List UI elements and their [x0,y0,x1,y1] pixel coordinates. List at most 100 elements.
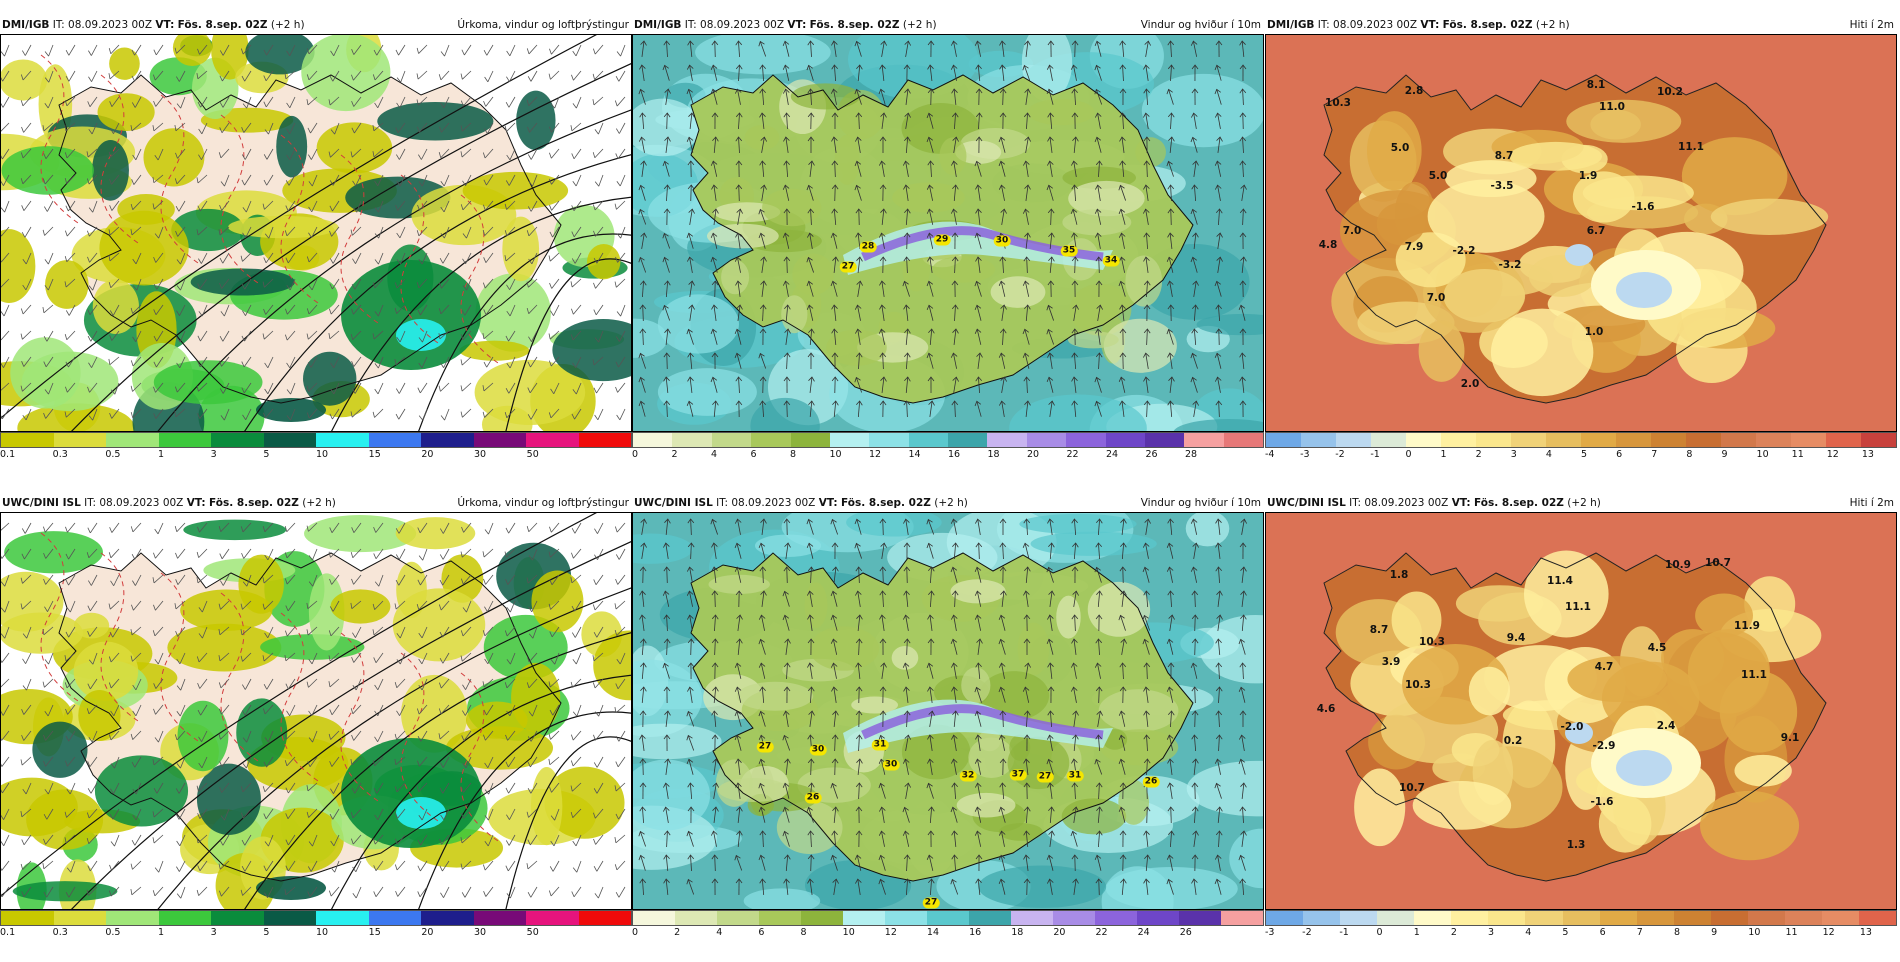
temperature-label: 5.0 [1391,142,1410,154]
legend-tick-label: 3 [211,927,217,938]
precip-patch [276,116,307,177]
gust-label: 26 [805,793,822,804]
legend-swatch [106,433,159,447]
legend-swatch [54,433,107,447]
run-info: UWC/DINI ISL IT: 08.09.2023 00Z VT: Fös.… [2,494,336,512]
gust-label: 30 [994,236,1011,247]
legend-swatch [1224,433,1263,447]
legend-tick-label: 1 [158,449,164,460]
legend-tick-label: 12 [885,927,897,938]
lead-time: (+2 h) [1567,497,1601,509]
legend-tick-label: 30 [474,927,486,938]
legend-swatch [369,911,422,925]
legend-swatch [948,433,987,447]
temperature-label: 10.3 [1419,636,1445,648]
legend-tick-label: 26 [1180,927,1192,938]
init-time: IT: 08.09.2023 00Z [685,19,784,31]
legend-tick-label: 5 [263,449,269,460]
model-name: UWC/DINI ISL [2,497,81,509]
legend-swatch [106,911,159,925]
temperature-label: -3.2 [1499,259,1522,271]
legend-tick-label: 1 [158,927,164,938]
legend-swatch [1184,433,1223,447]
legend-tick-label: 28 [1185,449,1197,460]
legend-tick-label: 10 [316,927,328,938]
valid-time-label: VT: [1452,497,1471,509]
legend-swatch [1027,433,1066,447]
legend-swatch [1340,911,1377,925]
legend-swatch [1266,433,1301,447]
temperature-label: 9.4 [1507,632,1526,644]
precip-patch [317,122,393,173]
model-name: DMI/IGB [634,19,681,31]
legend-tick-label: 10 [1748,927,1760,938]
panel-wind-dmi: DMI/IGB IT: 08.09.2023 00Z VT: Fös. 8.se… [632,16,1264,484]
legend-tick-label: 3 [1511,449,1517,460]
legend-swatch [759,911,801,925]
legend-tick-label: 24 [1138,927,1150,938]
legend-swatch [54,911,107,925]
legend-tick-label: 0.3 [53,449,68,460]
legend-tick-label: 8 [1686,449,1692,460]
legend-swatch [1221,911,1263,925]
legend-tick-label: 2 [1451,927,1457,938]
gust-label: 35 [1061,246,1078,257]
legend-tick-label: 8 [801,927,807,938]
valid-time: Fös. 8.sep. 02Z [1443,19,1533,31]
legend-swatch [526,911,579,925]
panel-wind-uwc: UWC/DINI ISL IT: 08.09.2023 00Z VT: Fös.… [632,494,1264,962]
legend-tick-label: 0.1 [0,927,15,938]
legend-tick-label: 3 [211,449,217,460]
legend-swatch [1826,433,1861,447]
legend-swatch [633,433,672,447]
legend-swatch [675,911,717,925]
legend-swatch [1266,911,1303,925]
legend-swatch [1859,911,1896,925]
legend-swatch [1377,911,1414,925]
valid-time-label: VT: [1420,19,1439,31]
legend-swatch [1179,911,1221,925]
legend-swatch [211,911,264,925]
legend-tick-label: 11 [1792,449,1804,460]
temperature-label: 3.9 [1382,656,1401,668]
model-name: UWC/DINI ISL [634,497,713,509]
legend-tick-label: 4 [1525,927,1531,938]
legend-tick-label: 1 [1441,449,1447,460]
legend-tick-label: 2 [674,927,680,938]
temperature-label: 10.7 [1705,557,1731,569]
legend-tick-label: 20 [421,449,433,460]
legend-swatch [1106,433,1145,447]
precip-patch [99,211,188,286]
legend-swatch [1095,911,1137,925]
legend-swatch [1546,433,1581,447]
valid-time: Fös. 8.sep. 02Z [178,19,268,31]
legend-tick-label: -2 [1302,927,1311,938]
temperature-label: -1.6 [1632,201,1655,213]
precip-patch [32,722,87,778]
temperature-label: 4.5 [1648,642,1667,654]
gust-label: 28 [860,242,877,253]
model-name: UWC/DINI ISL [1267,497,1346,509]
legend-swatch [1137,911,1179,925]
legend-tick-label: 10 [316,449,328,460]
legend-tick-label: 12 [869,449,881,460]
gust-label: 31 [872,740,889,751]
legend-swatch [1441,433,1476,447]
legend-tick-label: 11 [1785,927,1797,938]
legend-tick-label: 16 [948,449,960,460]
legend-swatch [1616,433,1651,447]
legend-swatch [526,433,579,447]
map-canvas [633,35,1264,432]
legend-swatch [969,911,1011,925]
legend-swatch [1066,433,1105,447]
gust-label: 27 [840,262,857,273]
legend-tick-label: 12 [1823,927,1835,938]
legend-swatch [1,433,54,447]
legend-tick-label: 2 [672,449,678,460]
color-legend [632,432,1264,448]
lead-time: (+2 h) [1536,19,1570,31]
